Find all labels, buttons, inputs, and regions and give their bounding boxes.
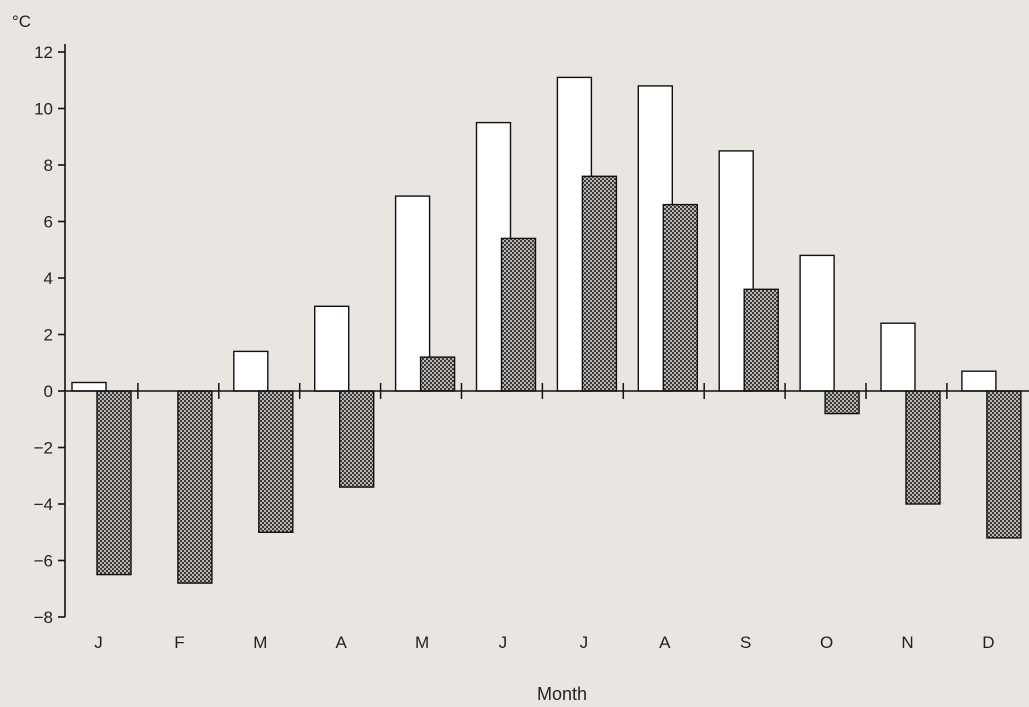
y-tick-label-5: 4	[44, 269, 53, 288]
x-axis-title: Month	[537, 684, 587, 704]
bar-series-1-4	[314, 305, 350, 392]
x-category-label-7: J	[580, 633, 589, 652]
y-tick-label-10: −6	[34, 552, 53, 571]
x-category-label-3: M	[253, 633, 267, 652]
bar-series-1-1	[71, 381, 107, 392]
bar-series-2-9	[743, 288, 779, 392]
bar-series-2-11	[905, 390, 941, 505]
x-category-label-11: N	[901, 633, 913, 652]
y-tick-label-7: 0	[44, 382, 53, 401]
bar-series-1-3	[233, 350, 269, 392]
y-tick-label-9: −4	[34, 495, 53, 514]
bar-series-2-4	[339, 390, 375, 488]
bar-series-1-5	[394, 195, 431, 392]
bar-series-2-8	[662, 203, 698, 392]
x-category-label-10: O	[820, 633, 833, 652]
y-tick-label-3: 8	[44, 156, 53, 175]
bar-series-2-2	[177, 390, 213, 584]
bar-series-2-6	[500, 237, 537, 392]
x-category-label-6: J	[499, 633, 508, 652]
bars-layer	[71, 76, 1022, 584]
y-tick-label-4: 6	[44, 213, 53, 232]
y-tick-label-8: −2	[34, 439, 53, 458]
y-tick-label-2: 10	[34, 100, 53, 119]
bar-series-1-12	[961, 370, 997, 392]
bar-series-1-11	[880, 322, 916, 392]
x-category-label-9: S	[740, 633, 751, 652]
x-category-label-4: A	[336, 633, 348, 652]
y-axis-unit-label: °C	[12, 12, 31, 31]
bar-series-1-10	[799, 254, 835, 392]
x-category-label-5: M	[415, 633, 429, 652]
bar-series-2-12	[986, 390, 1022, 539]
x-category-label-8: A	[659, 633, 671, 652]
axes-layer: 12 10 8 6 4 2 0 −2 −4 −6 −8 J F M A M J J A S O N D	[34, 43, 1029, 652]
bar-series-2-1	[96, 390, 132, 576]
y-tick-label-1: 12	[34, 43, 53, 62]
bar-series-2-10	[824, 390, 860, 415]
y-tick-label-11: −8	[34, 608, 53, 627]
x-category-label-1: J	[94, 633, 103, 652]
x-category-label-12: D	[982, 633, 994, 652]
x-category-label-2: F	[174, 633, 184, 652]
bar-series-2-3	[258, 390, 294, 534]
y-tick-label-6: 2	[44, 326, 53, 345]
bar-series-2-5	[419, 356, 456, 392]
bar-series-2-7	[581, 175, 618, 392]
